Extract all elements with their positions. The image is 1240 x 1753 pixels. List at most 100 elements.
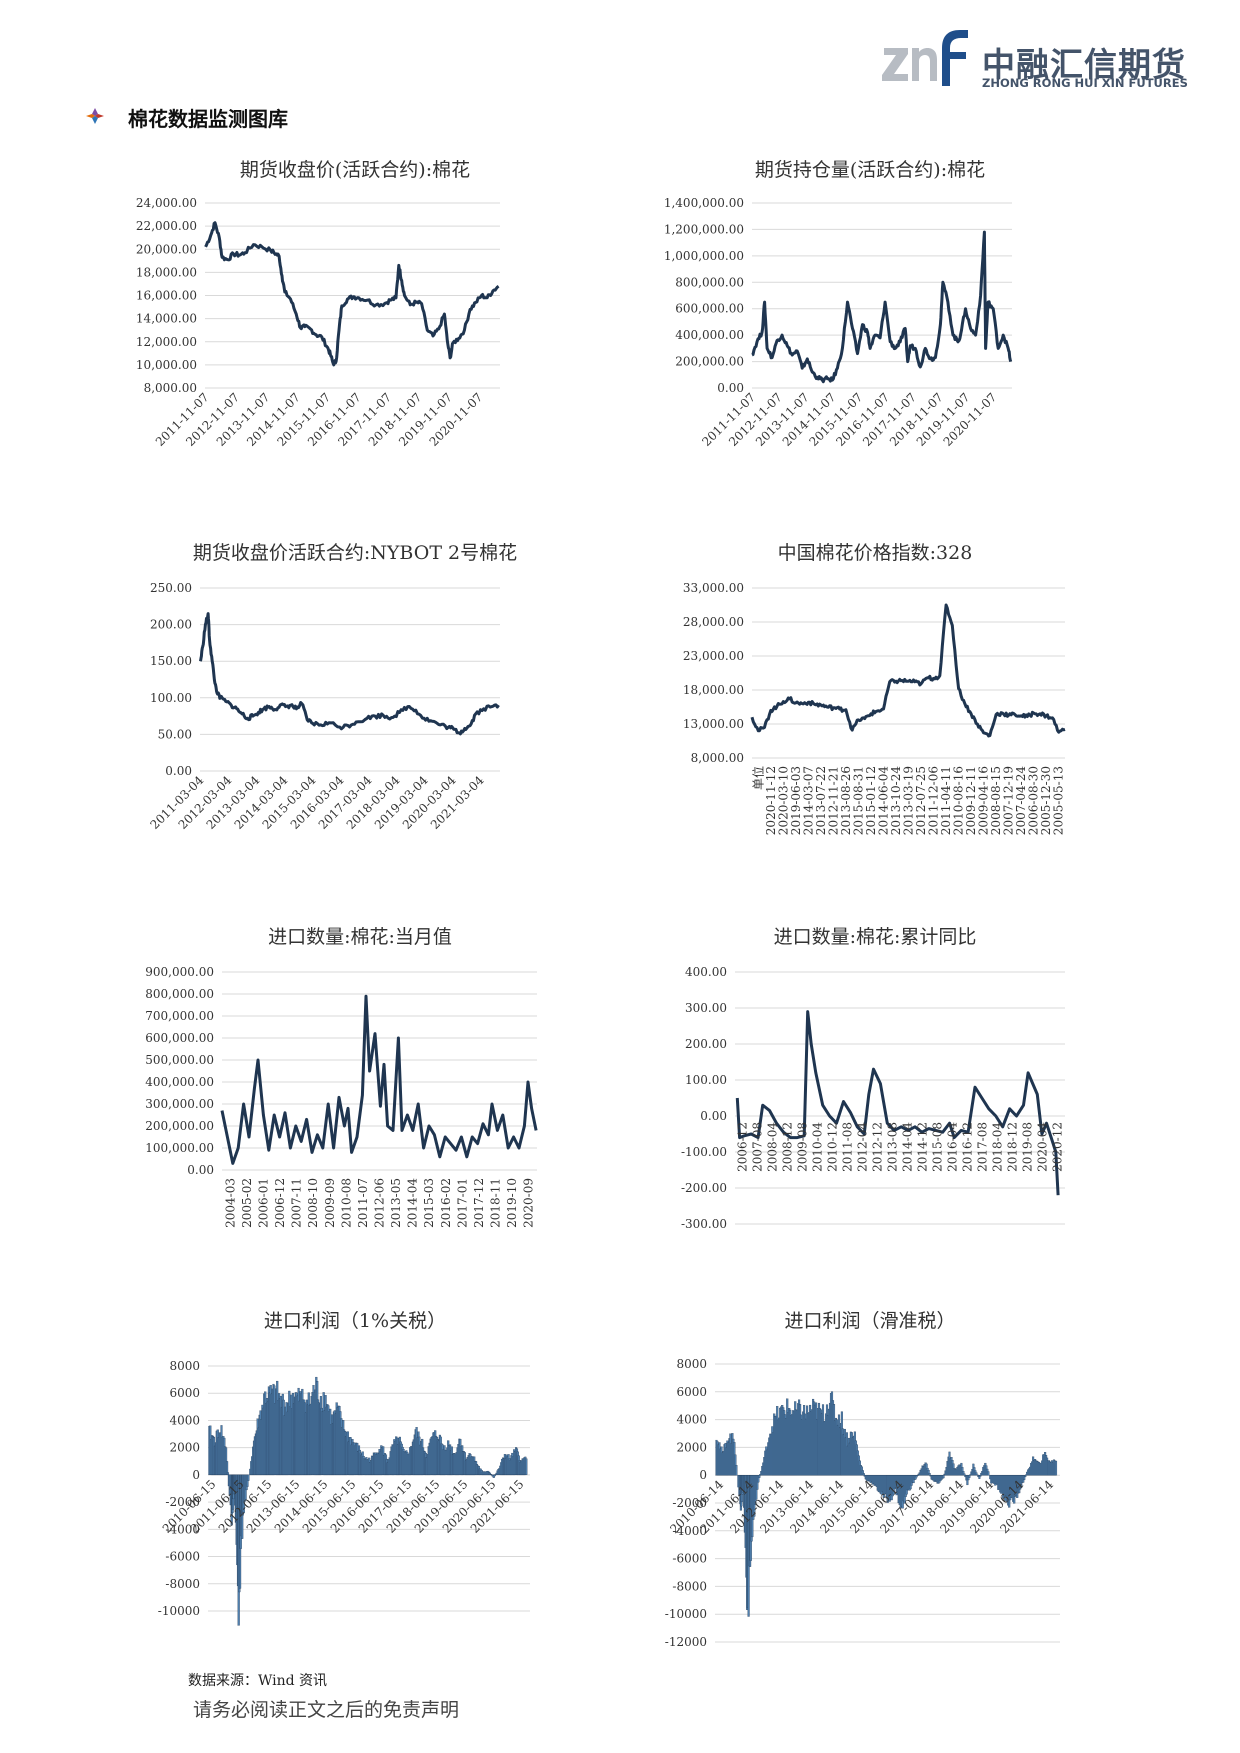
x-tick-label: 2019-10 [505, 1178, 519, 1228]
y-tick-label: 400,000.00 [145, 1075, 214, 1089]
x-tick-label: 2012-11-21 [826, 766, 840, 835]
y-tick-label: 12,000.00 [136, 335, 197, 349]
x-tick-label: 2018-11 [489, 1178, 503, 1228]
y-tick-label: 4000 [676, 1413, 707, 1427]
y-tick-label: -4000 [165, 1522, 200, 1536]
x-tick-label: 2011-08 [841, 1122, 855, 1172]
y-tick-label: 200.00 [150, 618, 192, 632]
y-tick-label: 1,400,000.00 [664, 196, 744, 210]
y-tick-label: 100.00 [150, 691, 192, 705]
x-tick-label: 2010-08 [339, 1178, 353, 1228]
x-tick-label: 2013-08 [886, 1122, 900, 1172]
x-tick-label: 2012-07-25 [914, 766, 928, 835]
x-tick-label: 2006-01 [256, 1178, 270, 1228]
y-tick-label: 400.00 [685, 965, 727, 979]
y-tick-label: 100.00 [685, 1073, 727, 1087]
bar [1054, 1460, 1058, 1476]
y-tick-label: 23,000.00 [683, 649, 744, 663]
y-tick-label: 0.00 [700, 1109, 727, 1123]
chart-import-volume-yoy: 进口数量:棉花:累计同比 400.00 300.00 200.00 100.00 0.00… [655, 922, 1095, 1262]
y-tick-label: 18,000.00 [136, 265, 197, 279]
chart-cotton-open-interest: 期货持仓量(活跃合约):棉花 1,400,000.00 1,200,000.00 1,… [655, 155, 1085, 495]
x-tick-label: 2007-08 [751, 1122, 765, 1172]
bar [247, 1474, 250, 1481]
x-tick-label: 2020-11-12 [764, 766, 778, 835]
y-tick-label: 150.00 [150, 654, 192, 668]
y-tick-label: 20,000.00 [136, 242, 197, 256]
chart-svg: 900,000.00 800,000.00 700,000.00 600,000.00… [145, 965, 538, 1228]
bar [979, 1475, 982, 1477]
y-tick-label: 8000 [169, 1359, 200, 1373]
y-tick-label: 8,000.00 [691, 751, 744, 765]
chart-import-profit-sliding-tariff: 进口利润（滑准税） 8000 6000 4000 2000 0 -2000 -4000 -600… [655, 1306, 1085, 1649]
chart-title: 中国棉花价格指数:328 [777, 542, 973, 564]
y-tick-label: 0 [699, 1468, 707, 1482]
y-tick-label: 2000 [169, 1441, 200, 1455]
series-line [204, 221, 500, 367]
bar [963, 1473, 966, 1476]
x-tick-label: 2008-08-15 [989, 766, 1003, 835]
x-tick-label: 2020-04 [1036, 1122, 1050, 1172]
x-tick-label: 2009-08 [796, 1122, 810, 1172]
y-tick-label: 700,000.00 [145, 1009, 214, 1023]
x-tick-label: 2008-12 [781, 1122, 795, 1172]
y-tick-label: 500,000.00 [145, 1053, 214, 1067]
y-tick-label: 0.00 [165, 764, 192, 778]
section-title: 棉花数据监测图库 [128, 107, 288, 131]
x-tick-label: 2006-12 [736, 1122, 750, 1172]
chart-import-profit-1pct-tariff: 进口利润（1%关税） 8000 6000 4000 2000 0 -2000 -4000 -60… [140, 1306, 570, 1646]
y-tick-label: 800,000.00 [675, 275, 744, 289]
y-tick-label: 100,000.00 [145, 1141, 214, 1155]
y-tick-label: -300.00 [681, 1217, 727, 1231]
chart-title: 进口利润（滑准税） [784, 1310, 956, 1332]
y-tick-label: 1,200,000.00 [664, 222, 744, 236]
x-tick-label: 2012-12 [871, 1122, 885, 1172]
chart-cotton-futures-close: 期货收盘价(活跃合约):棉花 24,000.00 22,000.00 20,000.0… [136, 155, 570, 495]
chart-title: 期货持仓量(活跃合约):棉花 [754, 159, 986, 181]
x-tick-label: 2008-10 [306, 1178, 320, 1228]
series-line [750, 603, 1066, 738]
x-tick-label: 2015-08 [931, 1122, 945, 1172]
y-tick-label: 0 [192, 1468, 200, 1482]
x-tick-label: 2012-04 [856, 1122, 870, 1172]
disclaimer-note: 请务必阅读正文之后的免责声明 [193, 1699, 460, 1721]
y-tick-label: 24,000.00 [136, 196, 197, 210]
chart-svg: 8000 6000 4000 2000 0 -2000 -4000 -6000 -8000 -10… [158, 1359, 530, 1626]
x-tick-label: 2009-12-11 [964, 766, 978, 835]
x-tick-label: 2020-03-10 [776, 766, 790, 835]
y-tick-label: 14,000.00 [136, 312, 197, 326]
chart-svg: 33,000.00 28,000.00 23,000.00 18,000.00 13,0… [683, 581, 1066, 836]
series-line [199, 612, 500, 736]
x-tick-label: 2005-02 [240, 1178, 254, 1228]
x-tick-label: 2014-04 [901, 1122, 915, 1172]
chart-china-cotton-index-328: 中国棉花价格指数:328 33,000.00 28,000.00 23,000.00 1… [655, 538, 1095, 878]
series-line [220, 994, 538, 1165]
chart-svg: 24,000.00 22,000.00 20,000.00 18,000.00 16,0… [136, 196, 500, 449]
y-tick-label: -10000 [665, 1607, 707, 1621]
x-tick-label: 2017-08 [976, 1122, 990, 1172]
y-tick-label: 600,000.00 [145, 1031, 214, 1045]
x-tick-label: 2013-08-26 [839, 766, 853, 835]
series-line [735, 1010, 1060, 1196]
x-tick-label: 2013-07-22 [814, 766, 828, 835]
x-tick-label: 2014-06-04 [876, 766, 890, 836]
x-tick-label: 2006-08-30 [1027, 766, 1041, 835]
y-tick-label: 16,000.00 [136, 289, 197, 303]
x-tick-label: 2015-03 [422, 1178, 436, 1228]
y-tick-label: 200,000.00 [675, 355, 744, 369]
chart-title: 进口数量:棉花:累计同比 [773, 926, 977, 948]
x-tick-label: 2009-04-16 [977, 766, 991, 835]
chart-svg: 1,400,000.00 1,200,000.00 1,000,000.00 800,… [664, 196, 1013, 449]
y-tick-label: 250.00 [150, 581, 192, 595]
x-tick-label: 单位 [750, 766, 765, 790]
y-tick-label: 22,000.00 [136, 219, 197, 233]
x-tick-label: 2014-04 [406, 1178, 420, 1228]
chart-title: 进口利润（1%关税） [263, 1310, 447, 1332]
x-tick-label: 2008-04 [766, 1122, 780, 1172]
x-tick-label: 2014-12 [916, 1122, 930, 1172]
chart-import-volume-monthly: 进口数量:棉花:当月值 900,000.00 800,000.00 700,000.0… [140, 922, 580, 1262]
x-tick-label: 2010-04 [811, 1122, 825, 1172]
y-tick-label: 33,000.00 [683, 581, 744, 595]
x-tick-label: 2011-04-11 [939, 766, 953, 835]
y-tick-label: 13,000.00 [683, 717, 744, 731]
